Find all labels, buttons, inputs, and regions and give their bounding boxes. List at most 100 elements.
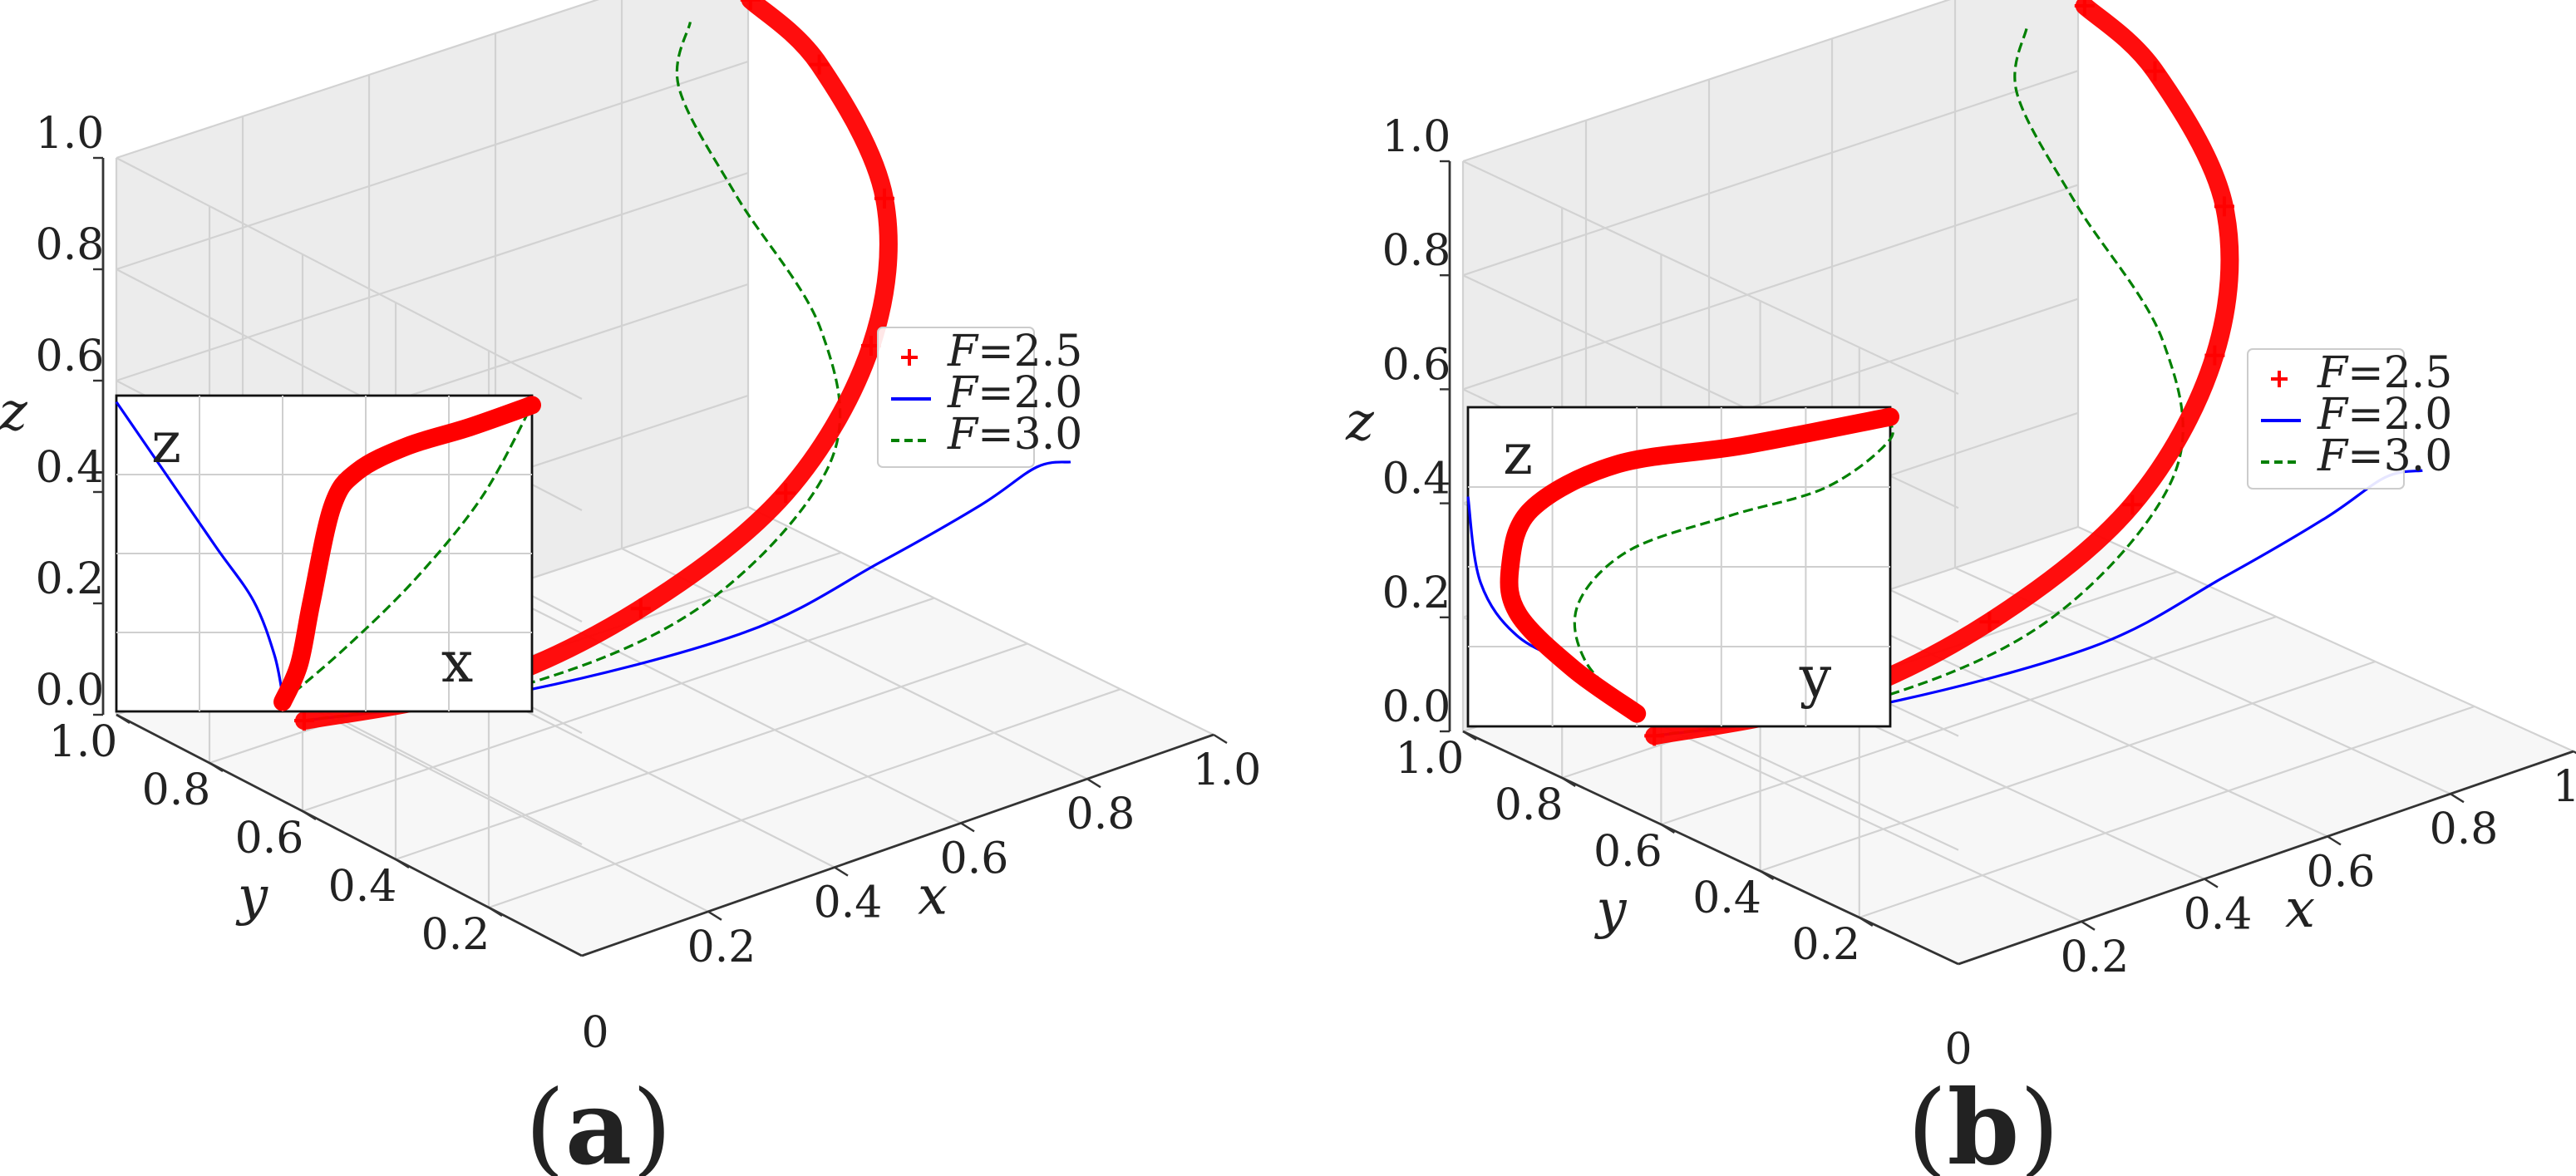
- panel-label: (a): [525, 1068, 672, 1176]
- grid-line: [1954, 567, 2451, 795]
- x-axis-line: [1958, 750, 2574, 966]
- series-marker-F2.5: [2145, 61, 2165, 81]
- series-marker-F2.5: [2204, 345, 2225, 366]
- grid-line: [302, 597, 935, 813]
- grid-line: [1661, 615, 2277, 826]
- z-tick-label: 0.8: [1382, 226, 1451, 276]
- x-tick-label: 0.8: [2430, 805, 2499, 854]
- panel-label: (b): [1907, 1068, 2059, 1176]
- y-tick: [302, 809, 317, 821]
- y-tick-label: 0.8: [1495, 780, 1564, 830]
- grid-line: [1462, 184, 2079, 391]
- series-marker-F2.5: [776, 483, 796, 504]
- inset-series-F2.5: [1500, 407, 1899, 723]
- grid-line: [116, 157, 583, 400]
- grid-line: [1760, 660, 2376, 873]
- y-tick-label: 1.0: [1396, 734, 1465, 784]
- x-tick: [960, 822, 975, 833]
- series-marker-F2.5: [2214, 196, 2234, 217]
- y-tick: [1759, 869, 1775, 881]
- grid-line: [495, 589, 962, 824]
- x-tick-label: 0.2: [2061, 932, 2130, 982]
- x-tick-label: 0.6: [940, 834, 1009, 883]
- inset-plot: zy: [1466, 406, 1899, 728]
- z-tick-label: 1.0: [1382, 112, 1451, 162]
- legend-label: F=2.0: [947, 368, 1082, 418]
- y-tick: [488, 906, 503, 918]
- y-tick-label: 0.2: [421, 910, 490, 960]
- x-axis-line: [581, 733, 1214, 957]
- z-tick-label: 0.4: [36, 443, 105, 493]
- legend: F=2.5F=2.0F=3.0: [877, 327, 1082, 468]
- origin-label: 0: [581, 1008, 608, 1058]
- grid-line: [116, 0, 600, 160]
- series-marker-F2.5: [294, 711, 314, 731]
- x-tick-label: 0.8: [1066, 790, 1135, 839]
- z-tick-label: 0.4: [1382, 455, 1451, 504]
- grid-line: [116, 60, 749, 271]
- inset-x-label: y: [1799, 645, 1832, 711]
- x-tick: [2450, 793, 2465, 804]
- grid-line: [1462, 160, 1959, 395]
- x-tick: [834, 866, 849, 877]
- z-tick-label: 0.8: [36, 220, 105, 270]
- z-axis-label: z: [0, 381, 28, 443]
- inset-z-label: z: [151, 411, 181, 476]
- inset-x-label: x: [441, 630, 473, 696]
- y-tick-label: 1.0: [49, 717, 118, 767]
- panel-b: 1.00.80.60.40.20.20.40.60.81.00.00.20.40…: [1345, 0, 2576, 1176]
- x-tick: [1086, 778, 1101, 789]
- x-tick: [2081, 920, 2096, 931]
- y-tick: [209, 761, 224, 773]
- grid-line: [1462, 0, 1952, 163]
- y-tick-label: 0.6: [235, 814, 304, 864]
- inset-series-F3.0: [1573, 412, 1894, 715]
- pane-floor: [1463, 527, 2574, 964]
- z-axis-label: z: [1345, 391, 1375, 453]
- grid-line: [1859, 705, 2475, 919]
- series-marker-F2.5: [2074, 0, 2095, 16]
- y-tick-label: 0.6: [1593, 827, 1662, 877]
- inset-series-F3.0: [281, 404, 534, 703]
- legend-frame: [2247, 348, 2405, 490]
- inset-plot: zx: [115, 394, 541, 713]
- legend-label: F=3.0: [947, 410, 1082, 460]
- legend-label: F=2.0: [2317, 390, 2452, 440]
- grid-line: [1462, 70, 2079, 277]
- inset-grid: [116, 396, 532, 711]
- y-tick-label: 0.4: [1692, 873, 1761, 923]
- inset-series-F2.0: [115, 401, 284, 696]
- y-tick: [116, 713, 131, 725]
- x-tick: [2327, 835, 2342, 846]
- panel-a: 1.00.80.60.40.2 0.20.40.60.81.00.00.20.40…: [0, 0, 1261, 1176]
- z-tick-label: 1.0: [36, 109, 105, 159]
- series-marker-F2.5: [2122, 495, 2143, 515]
- grid-line: [1831, 608, 2328, 838]
- x-tick: [707, 910, 722, 921]
- z-tick-label: 0.0: [1382, 682, 1451, 732]
- legend-frame: [877, 327, 1035, 468]
- grid-line: [747, 506, 1214, 736]
- y-tick: [1660, 823, 1676, 834]
- y-tick-label: 0.8: [142, 765, 211, 815]
- series-marker-F2.5: [630, 598, 651, 619]
- x-tick: [2204, 878, 2219, 888]
- y-tick-label: 0.4: [328, 862, 397, 912]
- grid-line: [116, 171, 749, 382]
- series-marker-F2.5: [1979, 612, 2000, 632]
- series-marker-F2.5: [874, 188, 894, 209]
- grid-line: [395, 642, 1028, 861]
- grid-line: [621, 548, 1088, 780]
- y-tick: [395, 858, 410, 869]
- y-axis-line: [116, 713, 583, 957]
- y-tick: [1859, 916, 1874, 928]
- x-tick-label: 0.6: [2307, 847, 2376, 897]
- z-tick-label: 0.6: [36, 332, 105, 381]
- legend-swatch-F2.5: [901, 349, 918, 366]
- y-axis-label: y: [235, 866, 268, 928]
- pane-floor: [116, 507, 1214, 956]
- origin-label: 0: [1944, 1025, 1972, 1075]
- grid-line: [2077, 525, 2574, 753]
- y-tick: [1462, 730, 1477, 741]
